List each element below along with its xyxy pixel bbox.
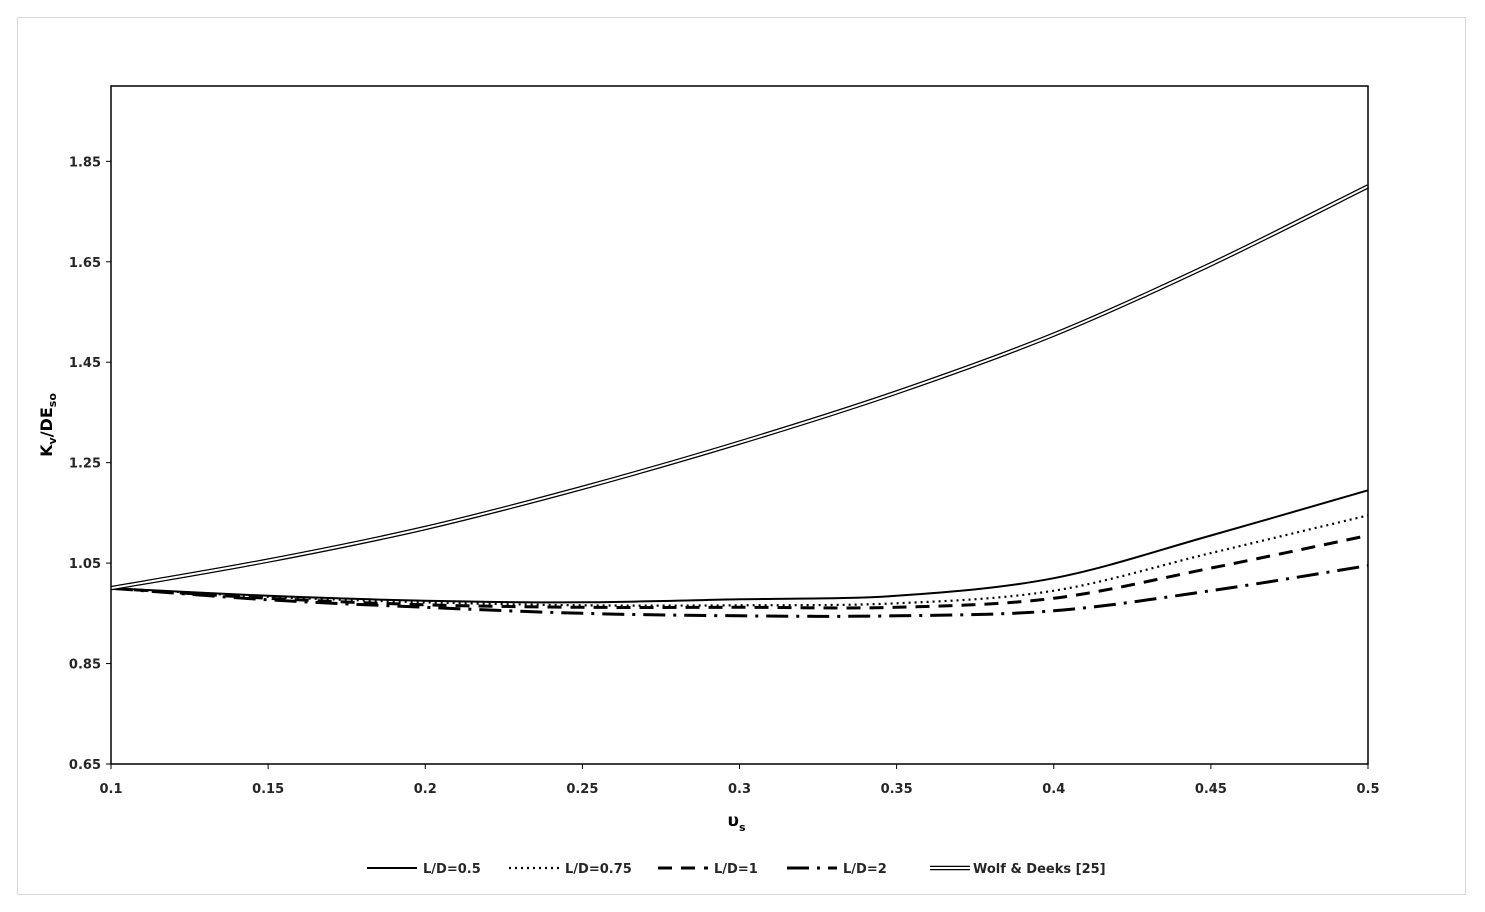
- series-l-d-0-75-line: [110, 514, 1369, 607]
- legend-wolf-deeks-25-label: Wolf & Deeks [25]: [973, 862, 1106, 877]
- series-layer: [110, 184, 1370, 618]
- y-tick-label: 1.65: [69, 256, 101, 271]
- x-axis-label-sub: s: [739, 821, 746, 834]
- x-tick-label: 0.2: [414, 782, 437, 797]
- chart-frame: [17, 17, 1466, 895]
- x-tick-label: 0.3: [728, 782, 751, 797]
- series-wolf-deeks-25-line-inner: [110, 185, 1369, 590]
- y-axis-label: Kv/DEso: [37, 393, 59, 457]
- series-l-d-2-line: [110, 564, 1369, 618]
- x-axis-ticks: 0.1 0.15 0.2 0.25 0.3 0.35 0.4 0.45 0.5: [99, 764, 1380, 797]
- series-wolf-deeks-25-line: [110, 184, 1370, 591]
- y-axis-label-mid: /DE: [37, 407, 56, 437]
- y-tick-label: 1.05: [69, 557, 101, 572]
- legend-l-d-0-5-label: L/D=0.5: [423, 862, 481, 877]
- series-l-d-0-5-line: [110, 489, 1369, 604]
- plot-area: [110, 85, 1369, 765]
- series-l-d-1-line: [110, 534, 1369, 610]
- y-axis-ticks: 0.65 0.85 1.05 1.25 1.45 1.65 1.85: [69, 155, 111, 773]
- x-tick-label: 0.45: [1195, 782, 1227, 797]
- y-axis-label-sub-2: so: [46, 393, 59, 408]
- y-tick-label: 0.85: [69, 658, 101, 673]
- x-tick-label: 0.15: [252, 782, 284, 797]
- x-axis-label-main: υ: [727, 811, 738, 831]
- legend-l-d-0-75-label: L/D=0.75: [565, 862, 632, 877]
- y-tick-label: 1.85: [69, 155, 101, 170]
- y-tick-label: 1.25: [69, 457, 101, 472]
- y-axis-label-main: K: [37, 444, 56, 457]
- x-tick-label: 0.35: [881, 782, 913, 797]
- x-tick-label: 0.1: [99, 782, 122, 797]
- y-tick-label: 1.45: [69, 356, 101, 371]
- y-tick-label: 0.65: [69, 758, 101, 773]
- legend-l-d-1-label: L/D=1: [714, 862, 758, 877]
- legend: L/D=0.5 L/D=0.75 L/D=1 L/D=2 Wolf & Deeks [2…: [367, 862, 1106, 877]
- x-axis-label: υs: [727, 811, 745, 834]
- x-tick-label: 0.4: [1042, 782, 1065, 797]
- x-tick-label: 0.5: [1356, 782, 1379, 797]
- x-tick-label: 0.25: [566, 782, 598, 797]
- legend-l-d-2-label: L/D=2: [843, 862, 887, 877]
- y-axis-label-sub-1: v: [46, 436, 59, 444]
